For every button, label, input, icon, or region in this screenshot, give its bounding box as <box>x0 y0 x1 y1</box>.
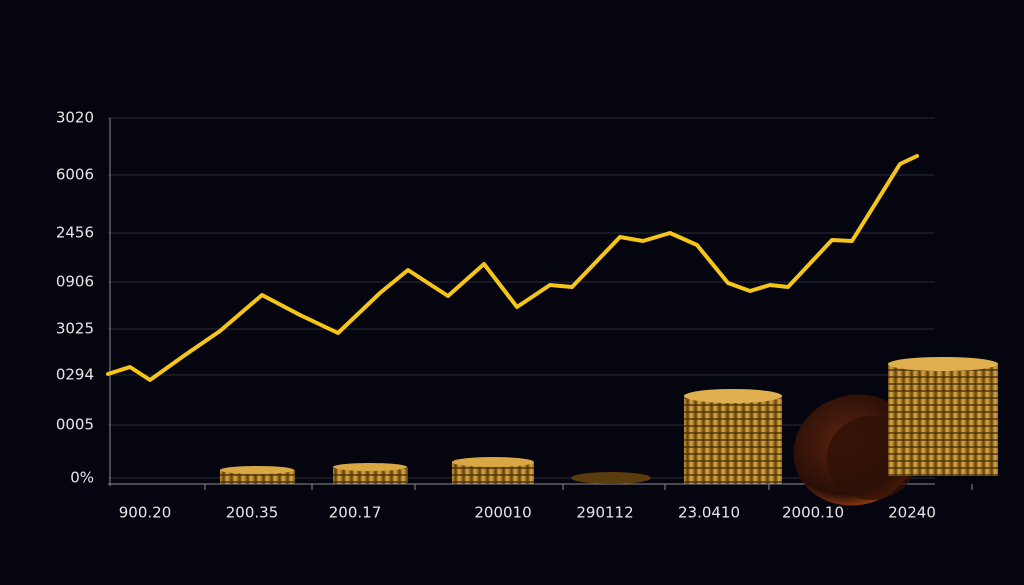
coin-decoration <box>220 357 998 506</box>
data-line <box>106 154 919 382</box>
x-tick-label: 900.20 <box>119 504 172 522</box>
y-tick-label: 0005 <box>56 416 94 434</box>
x-tick-label: 23.0410 <box>678 504 740 522</box>
y-tick-label: 3020 <box>56 109 94 127</box>
x-tick-label: 200.35 <box>226 504 279 522</box>
x-tick-label: 200.17 <box>329 504 382 522</box>
y-tick-label: 0906 <box>56 273 94 291</box>
y-tick-label: 0% <box>70 469 94 487</box>
y-tick-label: 6006 <box>56 166 94 184</box>
x-tick-label: 20240 <box>888 504 936 522</box>
x-tick-label: 290112 <box>576 504 633 522</box>
x-tick-label: 200010 <box>474 504 531 522</box>
x-tick-label: 2000.10 <box>782 504 844 522</box>
y-tick-label: 0294 <box>56 366 94 384</box>
y-tick-label: 3025 <box>56 320 94 338</box>
y-tick-label: 2456 <box>56 224 94 242</box>
